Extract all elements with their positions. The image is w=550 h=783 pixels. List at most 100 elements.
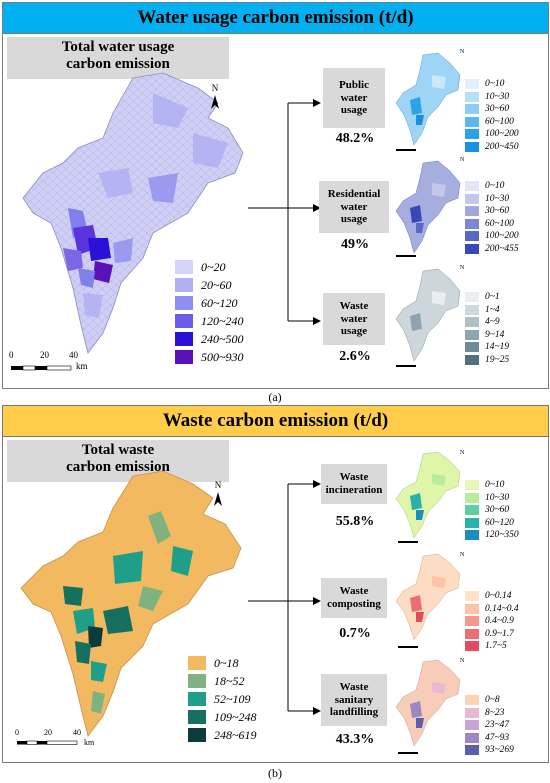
legend-label: 240~500 — [201, 331, 244, 346]
sub-a1-legend: 0~10 10~30 30~60 60~100 100~200 200~450 — [465, 78, 519, 153]
legend-swatch — [465, 628, 479, 639]
legend-swatch — [175, 350, 193, 364]
sub-label-line: Waste — [339, 681, 369, 694]
sub-b2-label: Waste composting — [321, 578, 387, 618]
legend-label: 109~248 — [214, 709, 257, 724]
legend-swatch — [465, 603, 479, 614]
legend-item: 60~100 — [465, 218, 519, 231]
legend-swatch — [465, 480, 479, 491]
sub-label-line: water — [340, 91, 368, 104]
legend-item: 9~14 — [465, 329, 509, 342]
legend-swatch — [175, 332, 193, 346]
legend-item: 0~10 — [465, 78, 519, 91]
sub-b1-map: N — [395, 450, 465, 543]
legend-item: 120~240 — [175, 312, 244, 330]
legend-item: 60~100 — [465, 116, 519, 129]
sub-label-line: Waste — [339, 300, 369, 313]
legend-item: 0~10 — [465, 180, 519, 193]
legend-swatch — [465, 116, 479, 127]
panel-b-main-legend: 0~18 18~52 52~109 109~248 248~619 — [188, 654, 257, 744]
legend-label: 8~23 — [485, 707, 505, 718]
sub-a2-legend: 0~10 10~30 30~60 60~100 100~200 200~455 — [465, 180, 519, 255]
panel-a-main-map: N — [11, 72, 244, 371]
sub-label-line: usage — [340, 325, 368, 338]
legend-item: 100~200 — [465, 230, 519, 243]
scale-tick-40: 40 — [73, 728, 81, 737]
legend-item: 20~60 — [175, 276, 244, 294]
legend-label: 200~455 — [485, 243, 519, 254]
legend-label: 0.14~0.4 — [485, 603, 519, 614]
legend-item: 0.4~0.9 — [465, 615, 519, 628]
svg-text:N: N — [212, 83, 219, 93]
legend-swatch — [465, 129, 479, 140]
scale-bar — [17, 740, 78, 745]
sub-b3-map: N — [395, 658, 465, 754]
legend-item: 109~248 — [188, 708, 257, 726]
total-label-line1: Total water usage — [61, 39, 175, 55]
legend-label: 30~60 — [485, 104, 510, 115]
sub-label-line: composting — [327, 598, 381, 610]
legend-label: 0~20 — [201, 259, 226, 274]
legend-item: 0~20 — [175, 258, 244, 276]
sub-b2-percent: 0.7% — [339, 626, 371, 641]
legend-label: 23~47 — [485, 720, 510, 731]
legend-label: 120~240 — [201, 313, 244, 328]
legend-label: 60~100 — [485, 116, 514, 127]
legend-item: 0~1 — [465, 291, 509, 304]
legend-swatch — [465, 517, 479, 528]
legend-swatch — [188, 656, 206, 670]
svg-text:N: N — [460, 49, 465, 55]
legend-item: 0.14~0.4 — [465, 603, 519, 616]
sub-a3-percent: 2.6% — [339, 349, 371, 364]
north-arrow-icon: N — [211, 83, 219, 109]
legend-label: 100~200 — [485, 129, 519, 140]
legend-item: 0~0.14 — [465, 590, 519, 603]
legend-label: 30~60 — [485, 505, 510, 516]
legend-item: 8~23 — [465, 707, 514, 720]
legend-label: 9~14 — [485, 329, 505, 340]
legend-swatch — [175, 296, 193, 310]
legend-label: 4~9 — [485, 317, 500, 328]
legend-swatch — [465, 530, 479, 541]
panel-a-flow-arrows — [248, 99, 321, 325]
legend-item: 10~30 — [465, 91, 519, 104]
panel-a: Water usage carbon emission (t/d) Total … — [2, 2, 549, 389]
legend-swatch — [465, 141, 479, 152]
legend-label: 19~25 — [485, 354, 510, 365]
sub-b1-percent: 55.8% — [335, 514, 375, 529]
legend-label: 500~930 — [201, 349, 244, 364]
sub-b1-legend: 0~10 10~30 30~60 60~120 120~350 — [465, 479, 519, 542]
legend-label: 200~450 — [485, 141, 519, 152]
legend-item: 1.7~5 — [465, 640, 519, 653]
legend-label: 120~350 — [485, 530, 519, 541]
legend-label: 0~10 — [485, 181, 505, 192]
legend-label: 14~19 — [485, 342, 510, 353]
legend-swatch — [465, 745, 479, 756]
legend-label: 60~100 — [485, 218, 514, 229]
sub-a1-label: Public water usage — [323, 68, 385, 128]
scale-unit: km — [84, 738, 95, 747]
legend-item: 60~120 — [175, 294, 244, 312]
legend-swatch — [188, 674, 206, 688]
legend-label: 18~52 — [214, 673, 245, 688]
legend-item: 500~930 — [175, 348, 244, 366]
legend-label: 0~18 — [214, 655, 239, 670]
legend-item: 120~350 — [465, 529, 519, 542]
legend-swatch — [465, 79, 479, 90]
total-label-line2: carbon emission — [66, 56, 170, 73]
sub-label-line: usage — [340, 213, 368, 226]
sub-label-line: Waste — [339, 585, 369, 598]
panel-a-total-label: Total water usage carbon emission — [7, 37, 229, 79]
sub-b2-map: N — [395, 552, 465, 648]
legend-swatch — [188, 692, 206, 706]
sub-b1-label: Waste incineration — [321, 464, 387, 504]
sub-a3-legend: 0~1 1~4 4~9 9~14 14~19 19~25 — [465, 291, 509, 366]
legend-item: 1~4 — [465, 304, 509, 317]
panel-b-flow-arrows — [248, 480, 321, 715]
legend-swatch — [175, 314, 193, 328]
sub-label-line: sanitary — [334, 693, 374, 706]
legend-swatch — [465, 591, 479, 602]
legend-label: 0~1 — [485, 292, 500, 303]
legend-item: 52~109 — [188, 690, 257, 708]
legend-label: 0.9~1.7 — [485, 628, 514, 639]
